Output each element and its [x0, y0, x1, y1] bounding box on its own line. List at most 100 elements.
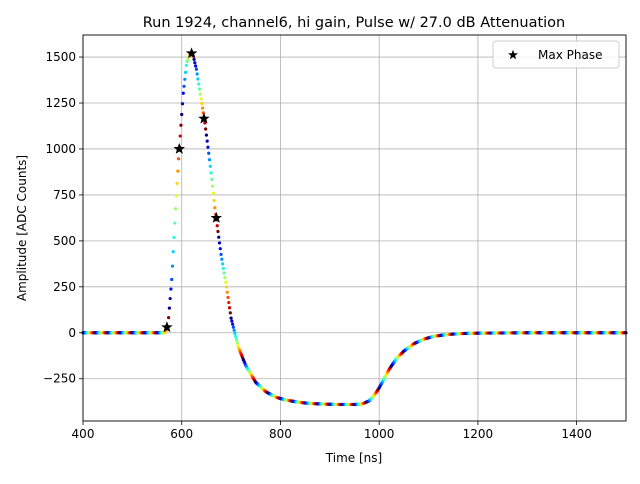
waveform-point	[177, 157, 181, 161]
waveform-point	[169, 287, 173, 291]
waveform-point	[206, 145, 210, 149]
waveform-point	[200, 106, 205, 110]
waveform-point	[217, 241, 222, 245]
waveform-point	[217, 235, 221, 239]
waveform-point	[208, 164, 212, 168]
x-tick-label: 1000	[364, 427, 395, 441]
y-tick-label: 500	[53, 234, 76, 248]
waveform-point	[211, 191, 215, 195]
waveform-point	[227, 306, 232, 310]
waveform-point	[210, 184, 215, 188]
waveform-point	[174, 194, 178, 198]
waveform-point	[205, 139, 209, 143]
waveform-point	[192, 57, 196, 62]
plot-frame	[82, 34, 627, 422]
y-tick-label: 250	[53, 280, 76, 294]
waveform-point	[199, 97, 203, 101]
waveform-point	[170, 277, 174, 282]
waveform-point	[200, 101, 204, 106]
waveform-point	[176, 169, 180, 173]
waveform-point	[227, 300, 231, 305]
waveform-point	[231, 325, 235, 329]
max-phase-star	[210, 211, 223, 223]
waveform-point	[221, 266, 225, 271]
waveform-point	[180, 112, 184, 117]
waveform-point	[167, 306, 171, 310]
waveform-point	[235, 340, 239, 345]
x-tick-label: 600	[170, 427, 193, 441]
chart-title: Run 1924, channel6, hi gain, Pulse w/ 27…	[143, 15, 566, 31]
waveform-point	[195, 72, 199, 76]
waveform-point	[210, 177, 214, 182]
x-axis-ticks: 400 600 800 1000 1200 1400	[72, 421, 592, 441]
waveform-point	[213, 206, 217, 210]
waveform-point	[233, 331, 237, 335]
y-tick-label: −250	[43, 372, 76, 386]
legend-label-max-phase: Max Phase	[538, 48, 602, 62]
max-phase-star	[198, 112, 210, 124]
waveform-point	[221, 262, 225, 266]
max-phase-series	[161, 47, 223, 333]
y-tick-label: 1000	[45, 142, 76, 156]
waveform-point	[223, 276, 227, 280]
waveform-point	[168, 296, 172, 301]
x-tick-label: 800	[269, 427, 292, 441]
waveform-point	[172, 235, 176, 240]
waveform-point	[179, 123, 183, 127]
waveform-point	[197, 87, 202, 91]
waveform-point	[232, 328, 236, 332]
waveform-point	[212, 198, 216, 203]
waveform-point	[234, 337, 239, 342]
waveform-point	[194, 67, 198, 71]
waveform-point	[198, 92, 202, 96]
waveform-point	[224, 280, 228, 284]
waveform-point	[222, 271, 226, 275]
y-tick-label: 1250	[45, 96, 76, 110]
waveform-point	[220, 257, 224, 261]
waveform-point	[218, 247, 222, 251]
y-tick-label: 750	[53, 188, 76, 202]
waveform-point	[229, 316, 233, 320]
y-tick-label: 0	[68, 326, 76, 340]
max-phase-star	[161, 321, 173, 333]
waveform-point	[197, 82, 201, 86]
y-axis-label: Amplitude [ADC Counts]	[15, 155, 29, 301]
waveform-point	[215, 224, 219, 228]
waveform-point	[183, 70, 188, 74]
waveform-point	[167, 315, 171, 320]
waveform-point	[234, 334, 238, 339]
waveform-point	[196, 77, 200, 81]
max-phase-star	[173, 142, 186, 154]
waveform-point	[171, 250, 175, 254]
waveform-point	[207, 158, 212, 162]
legend: Max Phase	[492, 40, 620, 69]
x-tick-label: 1400	[561, 427, 592, 441]
y-tick-label: 1500	[45, 50, 76, 64]
waveform-point	[173, 221, 177, 225]
waveform-point	[173, 207, 178, 211]
waveform-point	[193, 61, 197, 65]
waveform-point	[181, 91, 185, 95]
waveform-point	[219, 252, 223, 257]
waveform-point	[207, 151, 211, 155]
waveform-point	[204, 127, 208, 131]
waveform-point	[194, 64, 198, 68]
legend-box	[492, 40, 620, 69]
waveform-point	[226, 295, 230, 299]
waveform-point	[184, 63, 188, 67]
waveform-point	[182, 84, 186, 88]
x-tick-label: 1200	[463, 427, 494, 441]
x-tick-label: 400	[72, 427, 95, 441]
waveform-point	[180, 102, 185, 106]
waveform-point	[183, 77, 187, 81]
waveform-point	[224, 285, 229, 289]
waveform-point	[178, 134, 182, 138]
waveform-point	[230, 319, 234, 323]
waveform-point	[225, 290, 229, 294]
waveform-point	[170, 264, 175, 268]
waveform-point	[236, 344, 240, 348]
max-phase-star	[185, 47, 198, 59]
